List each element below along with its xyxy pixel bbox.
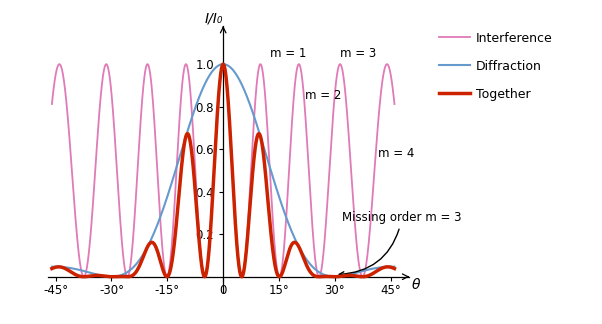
Text: I/I₀: I/I₀ xyxy=(205,12,223,26)
Legend: Interference, Diffraction, Together: Interference, Diffraction, Together xyxy=(433,27,558,106)
Text: Missing order m = 3: Missing order m = 3 xyxy=(339,211,462,276)
Text: m = 4: m = 4 xyxy=(377,147,414,160)
Text: m = 3: m = 3 xyxy=(341,47,377,60)
Text: θ: θ xyxy=(411,278,420,292)
Text: m = 1: m = 1 xyxy=(270,47,306,60)
Text: m = 2: m = 2 xyxy=(305,89,341,102)
